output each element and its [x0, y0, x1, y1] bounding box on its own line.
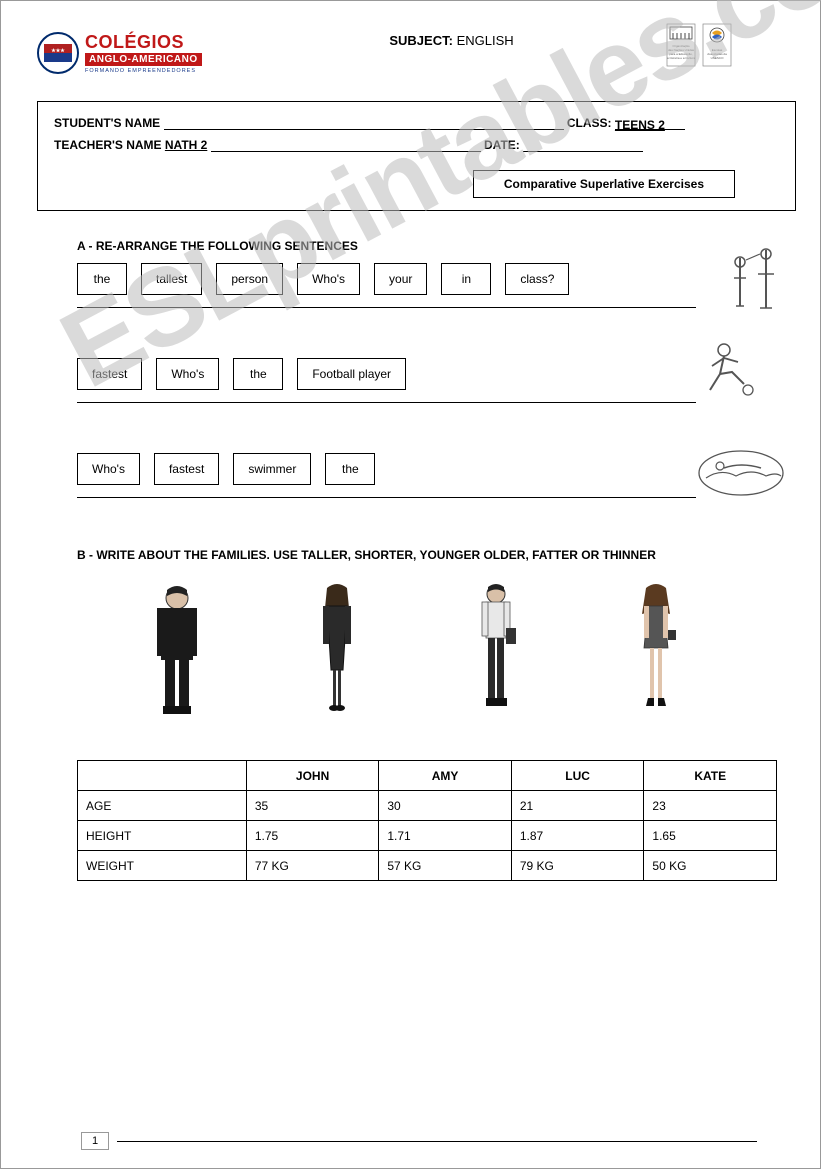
table-header: AMY	[379, 761, 512, 791]
table-cell: 1.65	[644, 821, 777, 851]
table-cell: 21	[511, 791, 644, 821]
info-box: STUDENT'S NAME CLASS: TEENS 2 TEACHER'S …	[37, 101, 796, 211]
school-logo: ★★★ COLÉGIOS ANGLO-AMERICANO FORMANDO EM…	[37, 23, 237, 83]
footer: 1	[81, 1132, 757, 1150]
student-label: STUDENT'S NAME	[54, 116, 160, 130]
word-box[interactable]: the	[77, 263, 127, 295]
subject-value: ENGLISH	[457, 33, 514, 48]
person-john-icon	[137, 580, 217, 720]
header-row: ★★★ COLÉGIOS ANGLO-AMERICANO FORMANDO EM…	[37, 23, 796, 83]
table-cell: 79 KG	[511, 851, 644, 881]
table-cell: AGE	[78, 791, 247, 821]
logo-sub: ANGLO-AMERICANO	[85, 53, 202, 66]
word-row-2: fastest Who's the Football player	[77, 358, 796, 390]
table-cell: 1.71	[379, 821, 512, 851]
word-row-3: Who's fastest swimmer the	[77, 453, 796, 485]
word-box[interactable]: Who's	[77, 453, 140, 485]
section-b-title: B - WRITE ABOUT THE FAMILIES. USE TALLER…	[77, 548, 677, 562]
word-box[interactable]: Who's	[297, 263, 360, 295]
date-label: DATE:	[484, 138, 520, 152]
table-cell: WEIGHT	[78, 851, 247, 881]
people-row	[97, 580, 736, 720]
table-cell: 57 KG	[379, 851, 512, 881]
subject-line: SUBJECT: ENGLISH	[389, 33, 513, 48]
svg-text:★★★: ★★★	[51, 48, 65, 54]
worksheet-title: Comparative Superlative Exercises	[473, 170, 735, 198]
date-blank[interactable]	[523, 140, 643, 152]
svg-text:a Ciência e a Cultura: a Ciência e a Cultura	[667, 56, 695, 60]
logo-main: COLÉGIOS	[85, 32, 202, 53]
word-box[interactable]: the	[233, 358, 283, 390]
word-box[interactable]: swimmer	[233, 453, 311, 485]
class-label: CLASS:	[567, 116, 612, 130]
table-header: LUC	[511, 761, 644, 791]
footer-line	[117, 1141, 757, 1142]
person-luc-icon	[456, 580, 536, 720]
unesco-logo: Organização das Nações Unidas para a Edu…	[666, 23, 796, 83]
table-cell: HEIGHT	[78, 821, 247, 851]
student-line: STUDENT'S NAME CLASS: TEENS 2	[54, 116, 779, 130]
table-cell: 1.87	[511, 821, 644, 851]
tall-people-icon	[726, 248, 786, 318]
subject-label: SUBJECT:	[389, 33, 453, 48]
table-cell: 23	[644, 791, 777, 821]
page-number: 1	[81, 1132, 109, 1150]
football-player-icon	[696, 338, 766, 408]
table-cell: 30	[379, 791, 512, 821]
table-header: KATE	[644, 761, 777, 791]
class-value: TEENS 2	[615, 118, 685, 130]
swimmer-icon	[696, 448, 786, 498]
word-box[interactable]: Who's	[156, 358, 219, 390]
person-kate-icon	[616, 580, 696, 720]
table-header	[78, 761, 247, 791]
svg-text:UNESCO: UNESCO	[711, 56, 725, 60]
word-box[interactable]: class?	[505, 263, 569, 295]
word-row-1: the tallest person Who's your in class?	[77, 263, 796, 295]
family-table: JOHN AMY LUC KATE AGE 35 30 21 23 HEIGHT…	[77, 760, 777, 881]
answer-line-3[interactable]	[77, 497, 696, 498]
table-cell: 50 KG	[644, 851, 777, 881]
table-cell: 35	[246, 791, 379, 821]
word-box[interactable]: tallest	[141, 263, 202, 295]
teacher-value: NATH 2	[165, 138, 207, 152]
word-box[interactable]: in	[441, 263, 491, 295]
table-cell: 1.75	[246, 821, 379, 851]
person-amy-icon	[297, 580, 377, 720]
answer-line-1[interactable]	[77, 307, 696, 308]
table-header-row: JOHN AMY LUC KATE	[78, 761, 777, 791]
teacher-line: TEACHER'S NAME NATH 2 DATE:	[54, 138, 779, 152]
answer-line-2[interactable]	[77, 402, 696, 403]
logo-tag: FORMANDO EMPREENDEDORES	[85, 68, 202, 74]
table-cell: 77 KG	[246, 851, 379, 881]
teacher-label: TEACHER'S NAME	[54, 138, 162, 152]
word-box[interactable]: fastest	[77, 358, 142, 390]
worksheet-page: ESLprintables.com ★★★ COLÉGIOS ANGLO-AME…	[0, 0, 821, 1169]
table-row: AGE 35 30 21 23	[78, 791, 777, 821]
teacher-blank	[211, 140, 481, 152]
section-a-title: A - RE-ARRANGE THE FOLLOWING SENTENCES	[77, 239, 796, 253]
word-box[interactable]: person	[216, 263, 283, 295]
word-box[interactable]: your	[374, 263, 427, 295]
table-header: JOHN	[246, 761, 379, 791]
word-box[interactable]: fastest	[154, 453, 219, 485]
table-row: WEIGHT 77 KG 57 KG 79 KG 50 KG	[78, 851, 777, 881]
word-box[interactable]: the	[325, 453, 375, 485]
word-box[interactable]: Football player	[297, 358, 406, 390]
table-row: HEIGHT 1.75 1.71 1.87 1.65	[78, 821, 777, 851]
student-blank[interactable]	[164, 118, 564, 130]
